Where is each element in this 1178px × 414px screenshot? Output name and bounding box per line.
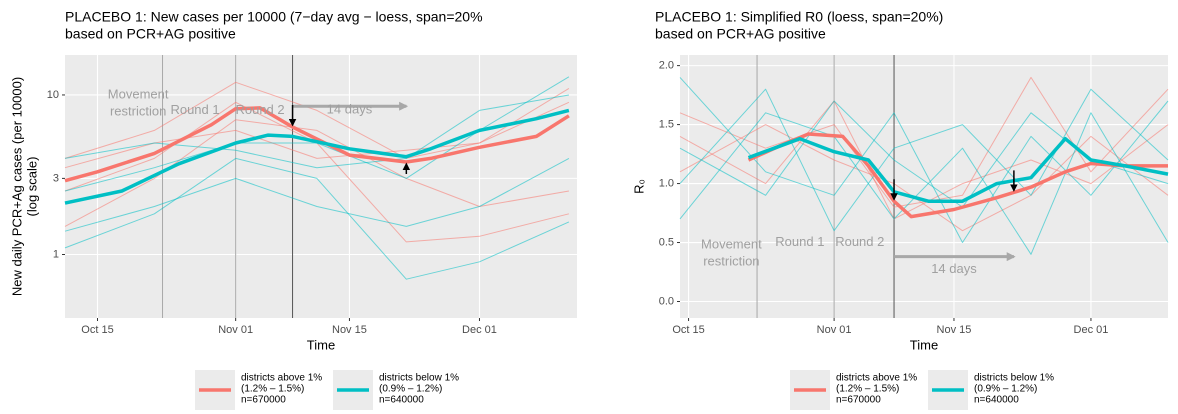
legend-label: (1.2% – 1.5%) — [836, 384, 899, 395]
chart-title: based on PCR+AG positive — [655, 26, 826, 42]
x-tick-label: Dec 01 — [462, 324, 497, 336]
legend-label: n=670000 — [241, 395, 286, 406]
y-axis-label: R₀ — [631, 179, 646, 194]
chart-title: PLACEBO 1: Simplified R0 (loess, span=20… — [655, 9, 943, 25]
y-tick-label: 2.0 — [659, 60, 674, 72]
district-line — [679, 88, 1169, 232]
annotation: restriction — [110, 103, 166, 118]
legend-label: (1.2% – 1.5%) — [241, 384, 304, 395]
district-line — [64, 94, 569, 169]
duration-label: 14 days — [327, 102, 373, 117]
x-tick-label: Nov 15 — [937, 324, 972, 336]
legend-label: districts below 1% — [379, 373, 459, 384]
y-axis-label: New daily PCR+Ag cases (per 10000) — [9, 77, 24, 296]
x-axis-label: Time — [307, 337, 335, 352]
x-tick-label: Nov 01 — [218, 324, 253, 336]
plot-background — [65, 55, 577, 318]
y-tick-label: 3 — [53, 172, 59, 184]
y-tick-label: 1.5 — [659, 118, 674, 130]
series-line — [64, 108, 570, 205]
plot-background — [680, 55, 1168, 318]
annotation: Round 1 — [170, 102, 219, 117]
district-line — [679, 124, 1169, 232]
legend-label: n=640000 — [379, 395, 424, 406]
annotation: Round 2 — [835, 234, 884, 249]
x-tick-label: Oct 15 — [81, 324, 113, 336]
district-line — [64, 157, 570, 232]
series-line — [747, 136, 1169, 203]
x-tick-label: Dec 01 — [1074, 324, 1109, 336]
district-line — [64, 157, 570, 280]
legend-label: (0.9% – 1.2%) — [379, 384, 442, 395]
x-tick-label: Nov 15 — [332, 324, 367, 336]
chart-title: based on PCR+AG positive — [65, 26, 236, 42]
annotation: Movement — [701, 236, 762, 251]
chart-title: PLACEBO 1: New cases per 10000 (7−day av… — [65, 9, 483, 25]
x-tick-label: Oct 15 — [672, 324, 704, 336]
legend-label: n=640000 — [974, 395, 1019, 406]
annotation: restriction — [703, 253, 759, 268]
y-tick-label: 1.0 — [659, 177, 674, 189]
legend-label: districts above 1% — [241, 373, 322, 384]
legend-label: (0.9% – 1.2%) — [974, 384, 1037, 395]
legend-label: districts above 1% — [836, 373, 917, 384]
duration-label: 14 days — [931, 261, 977, 276]
y-tick-label: 0.0 — [659, 295, 674, 307]
x-axis-label: Time — [910, 337, 938, 352]
y-tick-label: 1 — [53, 248, 59, 260]
legend-label: districts below 1% — [974, 373, 1054, 384]
annotation: Round 2 — [235, 102, 284, 117]
annotation: Movement — [108, 86, 169, 101]
legend-label: n=670000 — [836, 395, 881, 406]
district-line — [679, 77, 1169, 243]
y-axis-label: (log scale) — [24, 157, 39, 217]
y-tick-label: 10 — [47, 89, 59, 101]
y-tick-label: 0.5 — [659, 236, 674, 248]
x-tick-label: Nov 01 — [817, 324, 852, 336]
series-line — [747, 132, 1168, 219]
series-line — [64, 106, 570, 183]
annotation: Round 1 — [775, 234, 824, 249]
